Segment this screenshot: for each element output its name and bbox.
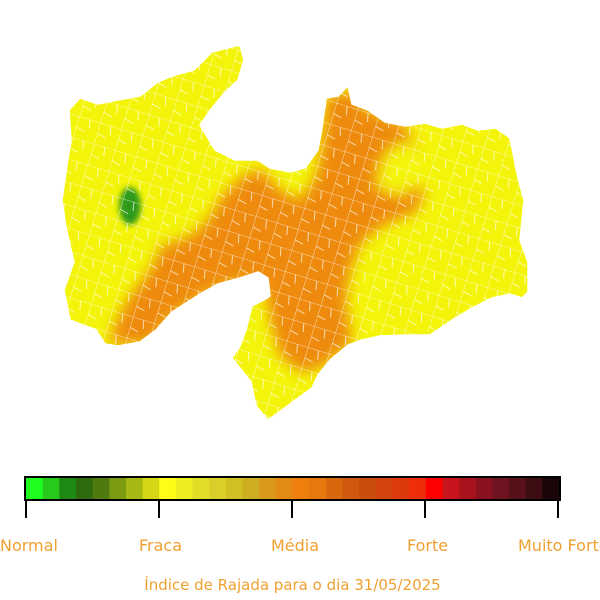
legend-swatch xyxy=(459,478,477,499)
legend-swatch xyxy=(525,478,543,499)
legend-swatch xyxy=(175,478,194,499)
legend-swatch xyxy=(75,478,94,499)
legend-label-normal: Normal xyxy=(0,536,58,555)
legend-swatch xyxy=(192,478,210,499)
legend-swatch xyxy=(109,478,127,499)
legend-swatch xyxy=(159,478,177,499)
legend-swatch xyxy=(425,478,443,499)
legend-swatch xyxy=(225,478,244,499)
legend-swatch xyxy=(125,478,144,499)
legend-color-scale xyxy=(26,478,560,499)
state-map xyxy=(61,44,529,421)
legend-swatch xyxy=(26,478,44,499)
legend-swatch xyxy=(359,478,377,499)
legend-swatch xyxy=(442,478,460,499)
legend-swatch xyxy=(259,478,277,499)
legend-swatch xyxy=(509,478,527,499)
intensity-legend xyxy=(24,476,561,518)
legend-ticks xyxy=(25,500,559,518)
legend-label-forte: Forte xyxy=(407,536,449,555)
legend-swatch xyxy=(42,478,60,499)
legend-swatch xyxy=(92,478,110,499)
legend-label-muito-forte: Muito Forte xyxy=(518,536,600,555)
legend-swatch xyxy=(275,478,293,499)
legend-label-fraca: Fraca xyxy=(139,536,183,555)
legend-swatch xyxy=(142,478,160,499)
legend-swatch xyxy=(375,478,393,499)
legend-swatch xyxy=(209,478,227,499)
legend-swatch xyxy=(342,478,360,499)
legend-swatch xyxy=(409,478,427,499)
legend-swatch xyxy=(242,478,260,499)
legend-swatch xyxy=(325,478,343,499)
legend-label-media: Média xyxy=(271,536,320,555)
map-caption: Índice de Rajada para o dia 31/05/2025 xyxy=(144,576,441,594)
legend-swatch xyxy=(392,478,410,499)
legend-swatch xyxy=(309,478,327,499)
legend-swatch xyxy=(59,478,77,499)
legend-swatch xyxy=(492,478,510,499)
legend-swatch xyxy=(475,478,493,499)
legend-swatch xyxy=(292,478,310,499)
legend-swatch xyxy=(542,478,560,499)
